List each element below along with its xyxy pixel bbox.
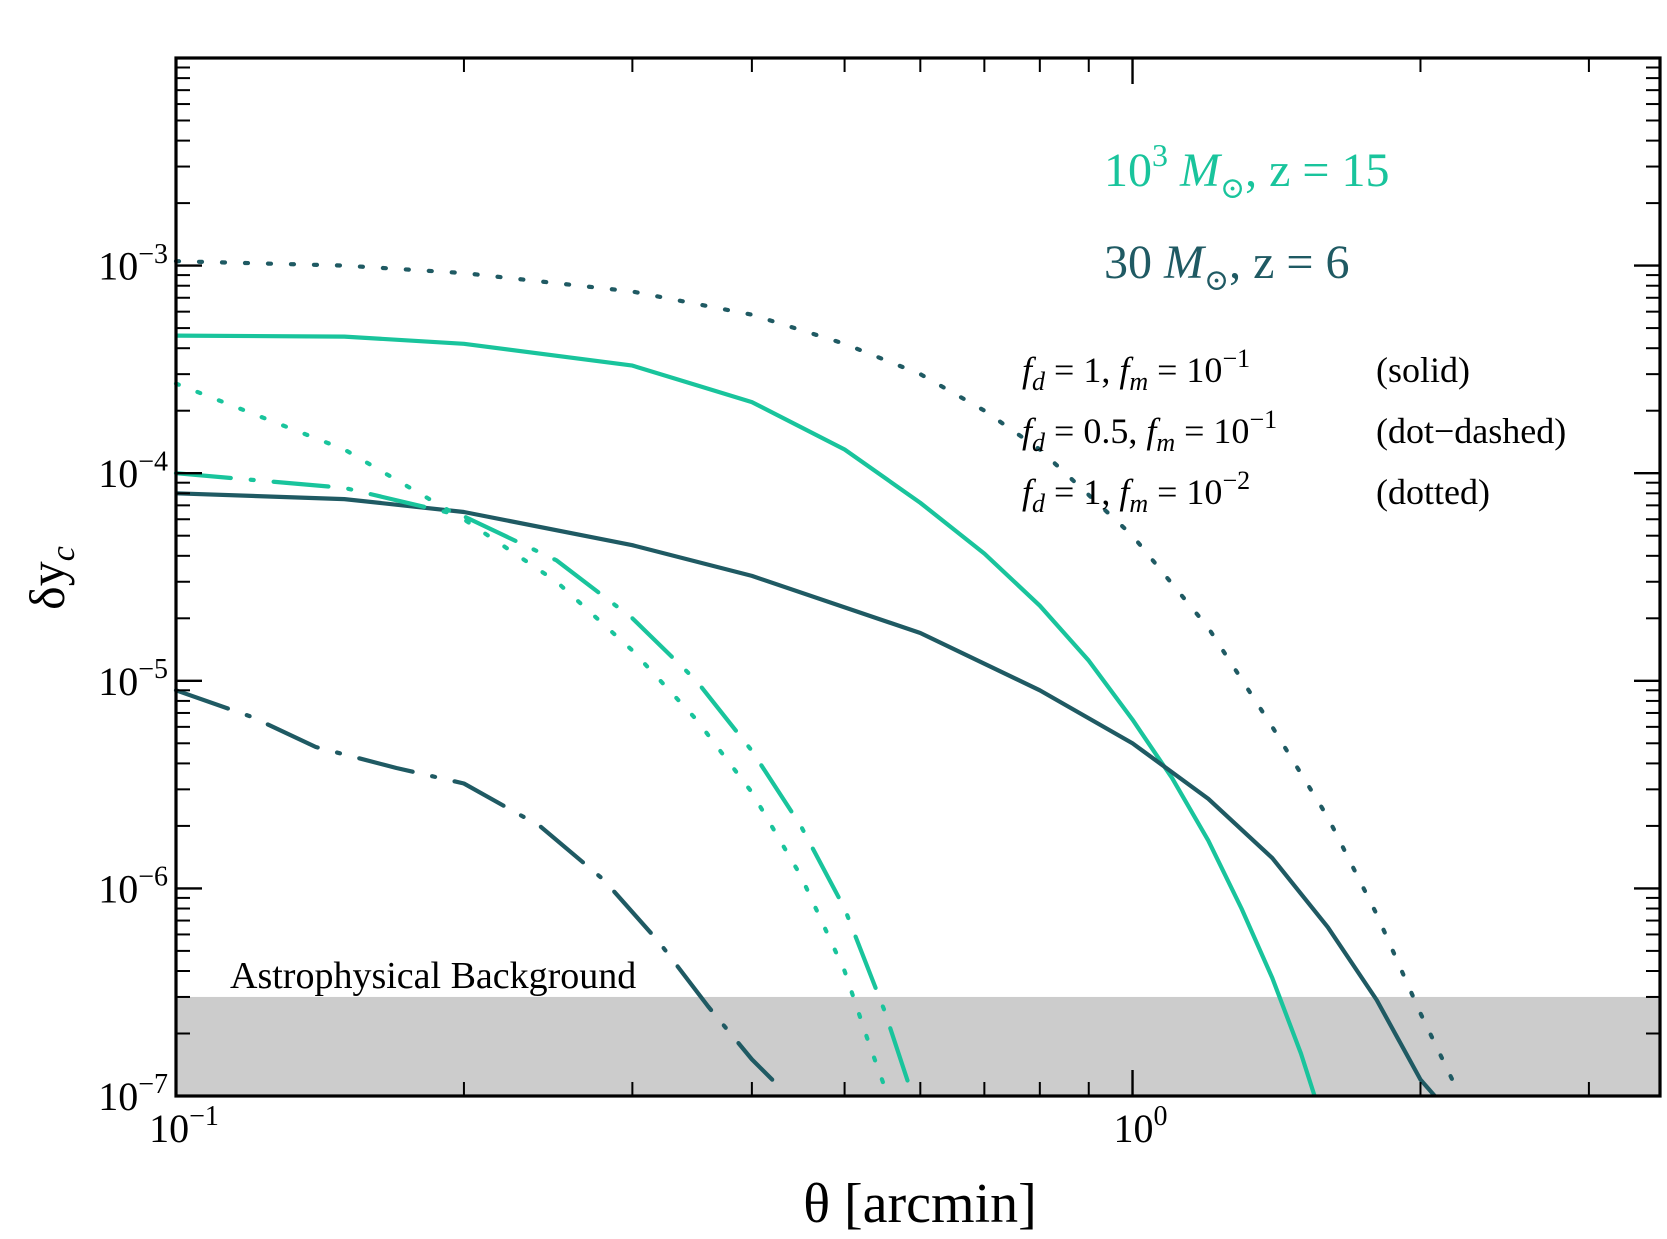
x-axis-label: θ [arcmin]: [803, 1173, 1037, 1235]
y-tick-label-0: 10−7: [98, 1069, 168, 1119]
series-line-5: [173, 259, 1463, 1099]
legend-style-label-2: (dotted): [1376, 472, 1490, 512]
legend-style-label-0: (solid): [1376, 350, 1470, 390]
series-layer: [173, 259, 1463, 1099]
series-line-3: [173, 471, 912, 1090]
labels-layer: 10−7 10−6 10−5 10−4 10−3 10−1 100 θ [arcmin] δyc…: [19, 137, 1566, 1235]
y-axis-label: δyc: [19, 546, 82, 610]
x-tick-label-1: 100: [1114, 1101, 1168, 1151]
background-band-layer: [176, 996, 1660, 1096]
y-tick-label-2: 10−5: [98, 654, 168, 704]
series-line-1: [175, 491, 1437, 1098]
legend-style-2: fd = 1, fm = 10−2: [1022, 466, 1250, 518]
background-band-label: Astrophysical Background: [230, 955, 636, 997]
y-tick-label-4: 10−3: [98, 239, 168, 289]
series-line-4: [173, 688, 775, 1082]
background-band: [176, 996, 1660, 1096]
y-tick-label-1: 10−6: [98, 862, 168, 912]
legend-style-0: fd = 1, fm = 10−1: [1022, 344, 1250, 396]
ticks-layer: [174, 56, 1660, 1098]
series-line-0: [175, 333, 1317, 1097]
y-tick-label-3: 10−4: [98, 446, 168, 496]
legend-entry-mass_30: 30 M⊙, z = 6: [1104, 236, 1350, 297]
legend-entry-mass_1000: 103 M⊙, z = 15: [1104, 137, 1390, 205]
plot-frame: [174, 56, 1662, 1098]
legend-style-1: fd = 0.5, fm = 10−1: [1022, 405, 1277, 457]
legend-style-label-1: (dot−dashed): [1376, 411, 1566, 451]
x-tick-label-0: 10−1: [149, 1101, 219, 1151]
series-line-2: [173, 381, 890, 1099]
